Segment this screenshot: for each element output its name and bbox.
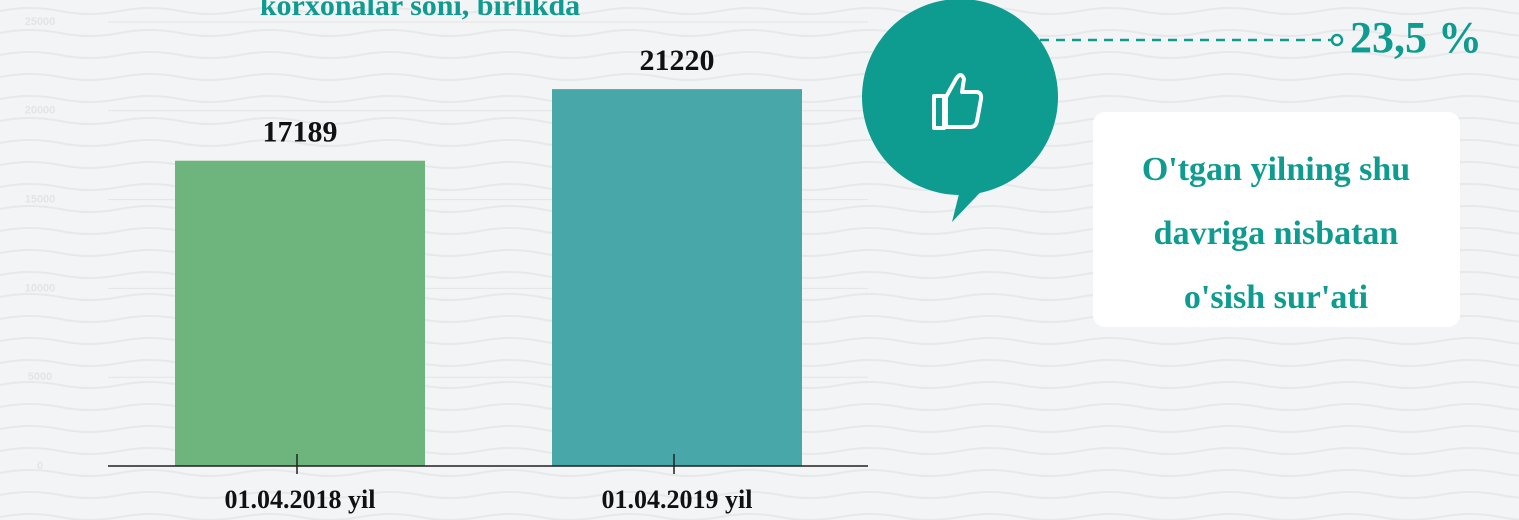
bubble-circle — [862, 0, 1058, 195]
bubble — [862, 0, 1058, 222]
y-tick-label: 20000 — [25, 105, 56, 117]
data-label: 17189 — [263, 116, 338, 149]
y-tick-label: 15000 — [25, 194, 56, 206]
bar — [175, 160, 425, 466]
x-tick-label: 01.04.2018 yil — [225, 485, 376, 514]
y-tick-label: 5000 — [28, 371, 52, 383]
plot: 0 5000 10000 15000 20000 25000 17189 01.04.2018… — [25, 16, 868, 514]
bar — [552, 89, 802, 466]
note-line: davriga nisbatan — [1154, 215, 1399, 252]
data-label: 21220 — [640, 44, 715, 77]
note-line: o'sish sur'ati — [1184, 279, 1368, 316]
thumb-icon — [932, 73, 984, 130]
connector-dot — [1330, 33, 1344, 47]
note-box — [1093, 112, 1460, 327]
note-line: O'tgan yilning shu — [1142, 151, 1410, 188]
y-tick-label: 25000 — [25, 16, 56, 28]
growth-value: 23,5 % — [1350, 13, 1482, 62]
x-tick-label: 01.04.2019 yil — [602, 485, 753, 514]
chart-title: korxonalar soni, birlikda — [260, 0, 580, 22]
y-tick-label: 0 — [37, 460, 43, 472]
y-tick-label: 10000 — [25, 282, 56, 294]
